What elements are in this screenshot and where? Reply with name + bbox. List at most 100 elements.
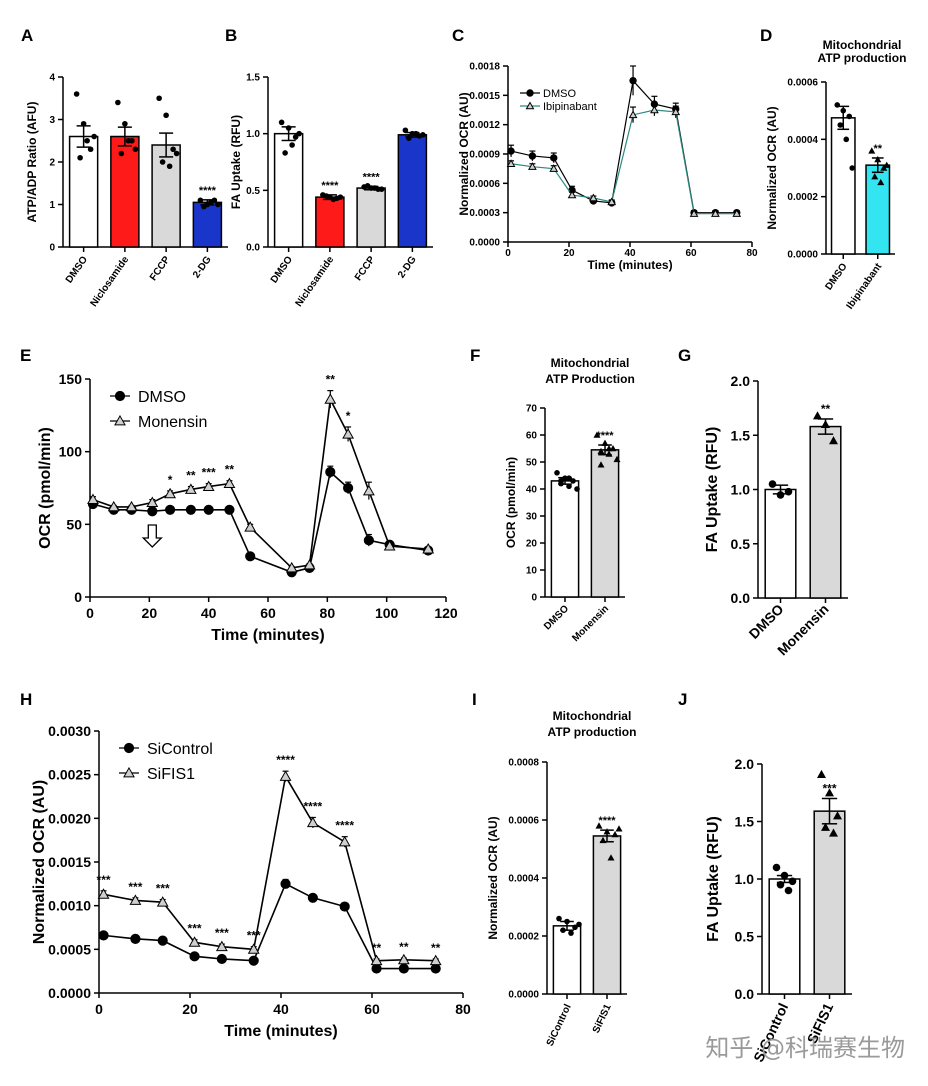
- y-tick-label: 150: [59, 371, 83, 387]
- significance-label: ***: [188, 922, 202, 936]
- data-point: [821, 419, 830, 428]
- data-point: [84, 137, 90, 144]
- series-marker: [362, 484, 375, 496]
- data-point: [80, 120, 87, 127]
- series-marker: [607, 197, 617, 206]
- series-marker: [339, 901, 350, 912]
- series-marker: [307, 892, 318, 903]
- data-point: [323, 193, 330, 199]
- significance-label: *: [168, 473, 173, 487]
- series-line-Monensin: [92, 396, 429, 569]
- x-tick-label: 120: [434, 605, 458, 621]
- significance-label: ***: [247, 929, 261, 943]
- bar-SiFIS1: [592, 835, 622, 995]
- series-marker: [130, 933, 141, 944]
- y-tick-label: 2.0: [735, 756, 755, 772]
- series-marker: [528, 162, 537, 170]
- y-tick-label: 0.0000: [787, 250, 818, 261]
- data-point: [603, 828, 611, 835]
- bar-FCCP: [356, 187, 386, 248]
- y-tick-label: 0.0018: [469, 62, 500, 73]
- data-point: [776, 880, 785, 889]
- bar-Monensin: [809, 425, 842, 599]
- series-marker: [129, 894, 142, 905]
- data-point: [784, 487, 793, 496]
- legend-entry: SiFIS1: [147, 766, 195, 783]
- legend-entry: DMSO: [543, 88, 576, 100]
- x-tick-label: DMSO: [746, 601, 787, 642]
- data-point: [197, 197, 204, 204]
- y-tick-label: 0.0006: [787, 78, 818, 89]
- y-tick-label: 70: [526, 404, 538, 415]
- y-tick-label: 0.0000: [469, 238, 500, 249]
- x-tick-label: 0: [505, 248, 511, 259]
- x-tick-label: DMSO: [269, 254, 295, 285]
- data-point: [285, 125, 292, 131]
- y-tick-label: 0.0025: [48, 767, 91, 783]
- series-marker: [303, 558, 316, 570]
- series-line-SiFIS1: [103, 774, 436, 962]
- significance-label: **: [431, 941, 441, 955]
- significance-label: **: [326, 373, 336, 387]
- series-marker: [123, 766, 135, 778]
- series-marker: [185, 504, 196, 515]
- y-tick-label: 1.5: [731, 427, 751, 443]
- x-tick-label: Niclosamide: [89, 254, 132, 309]
- data-point: [566, 483, 572, 490]
- data-point: [337, 194, 344, 200]
- series-marker: [732, 209, 742, 217]
- injection-arrow-icon: [141, 524, 163, 548]
- data-point: [289, 142, 295, 148]
- series-marker: [107, 500, 120, 512]
- series-marker: [147, 506, 158, 517]
- series-marker: [244, 521, 257, 532]
- y-tick-label: 3: [49, 115, 55, 126]
- data-point: [613, 455, 621, 463]
- chart-title-line-2: ATP production: [818, 51, 907, 65]
- y-tick-label: 0.0: [731, 590, 751, 606]
- series-marker: [87, 493, 99, 505]
- data-point: [402, 127, 409, 134]
- y-tick-label: 50: [66, 516, 82, 532]
- significance-label: ***: [202, 466, 216, 480]
- data-point: [817, 769, 826, 778]
- x-tick-label: 80: [746, 248, 758, 259]
- data-point: [877, 178, 885, 186]
- data-point: [562, 475, 568, 482]
- panel-label: C: [452, 26, 464, 45]
- data-point: [125, 137, 132, 144]
- series-marker: [371, 963, 382, 974]
- data-point: [593, 431, 601, 438]
- y-tick-label: 60: [526, 431, 538, 442]
- bar-DMSO: [273, 132, 304, 248]
- data-point: [597, 447, 605, 454]
- data-point: [574, 486, 580, 492]
- series-marker: [671, 107, 681, 116]
- data-point: [837, 122, 844, 128]
- y-tick-label: 1.0: [731, 482, 751, 498]
- data-point: [558, 478, 564, 484]
- x-tick-label: Niclosamide: [294, 254, 337, 309]
- y-tick-label: 0.0006: [508, 816, 539, 827]
- x-tick-label: DMSO: [64, 254, 90, 285]
- y-tick-label: 0.0015: [469, 91, 500, 102]
- y-tick-label: 50: [526, 458, 538, 469]
- data-point: [813, 411, 822, 420]
- data-point: [564, 918, 570, 925]
- data-point: [871, 173, 879, 180]
- series-marker: [279, 770, 292, 781]
- data-point: [406, 135, 412, 141]
- series-marker: [125, 500, 138, 512]
- data-point: [833, 811, 842, 820]
- series-marker: [248, 955, 259, 966]
- data-point: [413, 130, 419, 137]
- y-tick-label: 0.0002: [787, 192, 818, 203]
- x-tick-label: DMSO: [542, 603, 571, 632]
- y-tick-label: 0.5: [246, 186, 260, 197]
- significance-label: ***: [97, 873, 111, 887]
- data-point: [163, 112, 169, 119]
- series-marker: [123, 742, 135, 754]
- data-point: [87, 146, 94, 153]
- series-marker: [398, 963, 409, 974]
